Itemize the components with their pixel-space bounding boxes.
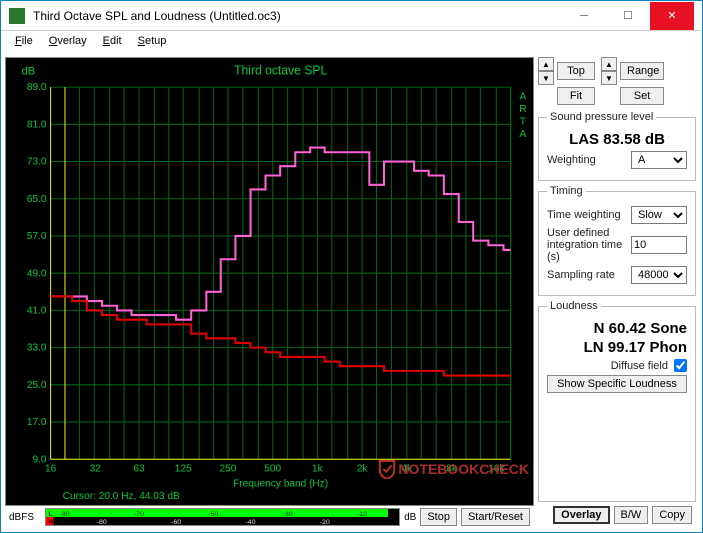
copy-button[interactable]: Copy bbox=[652, 506, 692, 524]
loudness-ln: LN 99.17 Phon bbox=[547, 339, 687, 356]
set-button[interactable]: Set bbox=[620, 87, 664, 105]
svg-text:16k: 16k bbox=[488, 464, 505, 475]
svg-text:Cursor: 20.0 Hz, 44.03 dB: Cursor: 20.0 Hz, 44.03 dB bbox=[63, 491, 180, 502]
svg-text:-80: -80 bbox=[97, 519, 108, 525]
top-button[interactable]: Top bbox=[557, 62, 595, 80]
svg-text:T: T bbox=[520, 116, 527, 127]
svg-text:65.0: 65.0 bbox=[27, 194, 47, 205]
svg-text:89.0: 89.0 bbox=[27, 82, 47, 93]
svg-text:-60: -60 bbox=[171, 519, 182, 525]
range-up-button[interactable]: ▲ bbox=[601, 57, 617, 71]
maximize-button[interactable]: ☐ bbox=[606, 2, 650, 30]
integration-time-input[interactable] bbox=[631, 236, 687, 254]
svg-text:25.0: 25.0 bbox=[27, 380, 47, 391]
svg-text:-50: -50 bbox=[208, 511, 219, 517]
menubar: File Overlay Edit Setup bbox=[1, 31, 702, 51]
menu-edit[interactable]: Edit bbox=[95, 33, 130, 49]
timing-legend: Timing bbox=[547, 185, 586, 197]
menu-setup[interactable]: Setup bbox=[130, 33, 175, 49]
fit-button[interactable]: Fit bbox=[557, 87, 595, 105]
svg-text:R: R bbox=[48, 519, 53, 525]
svg-text:32: 32 bbox=[90, 464, 102, 475]
svg-text:L: L bbox=[48, 511, 52, 517]
top-down-button[interactable]: ▼ bbox=[538, 71, 554, 85]
spl-group: Sound pressure level LAS 83.58 dB Weight… bbox=[538, 111, 696, 181]
dbfs-unit: dB bbox=[404, 512, 416, 523]
svg-text:250: 250 bbox=[220, 464, 237, 475]
svg-text:Frequency band (Hz): Frequency band (Hz) bbox=[233, 478, 328, 489]
spl-plot[interactable]: 9.017.025.033.041.049.057.065.073.081.08… bbox=[5, 57, 534, 506]
svg-text:dB: dB bbox=[21, 66, 35, 78]
integration-time-label: User defined integration time (s) bbox=[547, 227, 631, 263]
time-weighting-select[interactable]: Slow bbox=[631, 206, 687, 224]
diffuse-field-label: Diffuse field bbox=[611, 360, 668, 372]
spl-legend: Sound pressure level bbox=[547, 111, 656, 123]
svg-text:49.0: 49.0 bbox=[27, 268, 47, 279]
svg-text:-90: -90 bbox=[59, 511, 70, 517]
svg-text:8k: 8k bbox=[446, 464, 458, 475]
loudness-n: N 60.42 Sone bbox=[547, 320, 687, 337]
svg-text:2k: 2k bbox=[357, 464, 369, 475]
loudness-legend: Loudness bbox=[547, 300, 601, 312]
sampling-rate-label: Sampling rate bbox=[547, 269, 615, 281]
svg-text:81.0: 81.0 bbox=[27, 119, 47, 130]
svg-text:63: 63 bbox=[133, 464, 145, 475]
svg-text:16: 16 bbox=[45, 464, 57, 475]
loudness-group: Loudness N 60.42 Sone LN 99.17 Phon Diff… bbox=[538, 300, 696, 502]
show-specific-loudness-button[interactable]: Show Specific Loudness bbox=[547, 375, 687, 393]
svg-text:-30: -30 bbox=[282, 511, 293, 517]
range-down-button[interactable]: ▼ bbox=[601, 71, 617, 85]
svg-text:33.0: 33.0 bbox=[27, 343, 47, 354]
weighting-label: Weighting bbox=[547, 154, 596, 166]
overlay-button[interactable]: Overlay bbox=[553, 506, 609, 524]
svg-text:41.0: 41.0 bbox=[27, 305, 47, 316]
diffuse-field-checkbox[interactable] bbox=[674, 359, 687, 372]
svg-text:17.0: 17.0 bbox=[27, 417, 47, 428]
weighting-select[interactable]: A bbox=[631, 151, 687, 169]
menu-file[interactable]: File bbox=[7, 33, 41, 49]
svg-text:73.0: 73.0 bbox=[27, 157, 47, 168]
minimize-button[interactable]: ─ bbox=[562, 2, 606, 30]
svg-text:-10: -10 bbox=[357, 511, 368, 517]
svg-text:A: A bbox=[519, 129, 526, 140]
svg-text:1k: 1k bbox=[312, 464, 324, 475]
stop-button[interactable]: Stop bbox=[420, 508, 457, 526]
svg-text:-40: -40 bbox=[245, 519, 256, 525]
svg-text:125: 125 bbox=[175, 464, 192, 475]
svg-text:-70: -70 bbox=[134, 511, 145, 517]
svg-text:A: A bbox=[519, 91, 526, 102]
svg-text:R: R bbox=[519, 104, 526, 115]
svg-text:4k: 4k bbox=[402, 464, 414, 475]
svg-text:-20: -20 bbox=[320, 519, 331, 525]
dbfs-label: dBFS bbox=[9, 512, 41, 523]
start-reset-button[interactable]: Start/Reset bbox=[461, 508, 530, 526]
svg-text:57.0: 57.0 bbox=[27, 231, 47, 242]
dbfs-meter: LR -90 -80 -70 -60 -50 -40 -30 -20 -10 bbox=[45, 508, 400, 526]
window-title: Third Octave SPL and Loudness (Untitled.… bbox=[33, 9, 562, 23]
titlebar: Third Octave SPL and Loudness (Untitled.… bbox=[1, 1, 702, 31]
svg-text:Third octave SPL: Third octave SPL bbox=[234, 63, 327, 77]
spl-reading: LAS 83.58 dB bbox=[547, 131, 687, 148]
top-up-button[interactable]: ▲ bbox=[538, 57, 554, 71]
close-button[interactable]: ✕ bbox=[650, 2, 694, 30]
bw-button[interactable]: B/W bbox=[614, 506, 649, 524]
app-icon bbox=[9, 8, 25, 24]
timing-group: Timing Time weighting Slow User defined … bbox=[538, 185, 696, 296]
time-weighting-label: Time weighting bbox=[547, 209, 621, 221]
sampling-rate-select[interactable]: 48000 bbox=[631, 266, 687, 284]
menu-overlay[interactable]: Overlay bbox=[41, 33, 95, 49]
range-button[interactable]: Range bbox=[620, 62, 664, 80]
svg-text:500: 500 bbox=[264, 464, 281, 475]
